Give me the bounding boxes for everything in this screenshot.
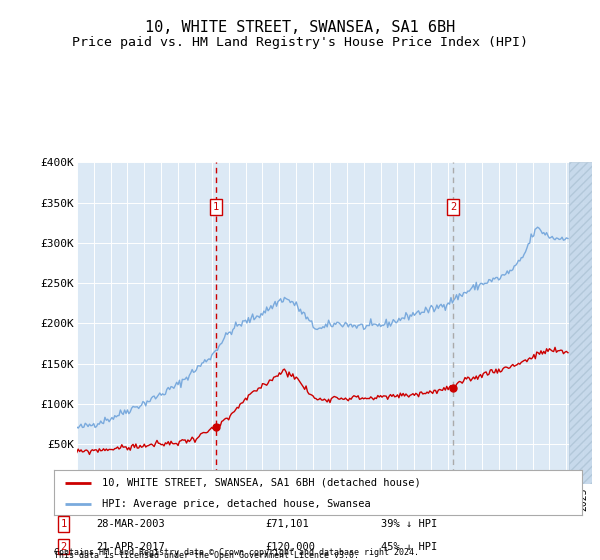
Text: 28-MAR-2003: 28-MAR-2003 [96,519,165,529]
Text: 1: 1 [212,202,219,212]
Text: Contains HM Land Registry data © Crown copyright and database right 2024.: Contains HM Land Registry data © Crown c… [54,548,419,557]
Text: 1: 1 [61,519,67,529]
Text: 2: 2 [450,202,457,212]
Text: 21-APR-2017: 21-APR-2017 [96,542,165,552]
Text: 45% ↓ HPI: 45% ↓ HPI [382,542,437,552]
Text: HPI: Average price, detached house, Swansea: HPI: Average price, detached house, Swan… [101,498,370,508]
Text: 39% ↓ HPI: 39% ↓ HPI [382,519,437,529]
Text: Price paid vs. HM Land Registry's House Price Index (HPI): Price paid vs. HM Land Registry's House … [72,36,528,49]
Text: 2: 2 [61,542,67,552]
Text: £71,101: £71,101 [265,519,309,529]
Text: 10, WHITE STREET, SWANSEA, SA1 6BH: 10, WHITE STREET, SWANSEA, SA1 6BH [145,20,455,35]
Bar [569,162,592,484]
Text: This data is licensed under the Open Government Licence v3.0.: This data is licensed under the Open Gov… [54,551,359,560]
Text: 10, WHITE STREET, SWANSEA, SA1 6BH (detached house): 10, WHITE STREET, SWANSEA, SA1 6BH (deta… [101,478,420,488]
Text: £120,000: £120,000 [265,542,315,552]
